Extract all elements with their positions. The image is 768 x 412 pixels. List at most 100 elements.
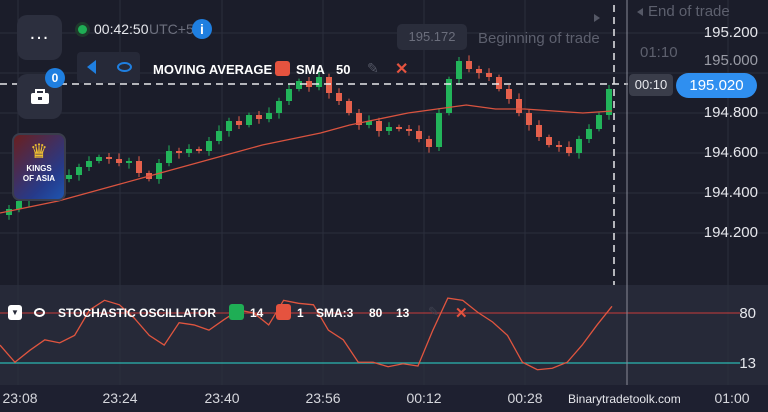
candle-up <box>456 61 462 79</box>
candle-up <box>216 131 222 141</box>
more-dots-icon: ... <box>29 22 50 44</box>
stoch-name: STOCHASTIC OSCILLATOR <box>58 306 217 320</box>
begin-trade-label: Beginning of trade <box>478 30 600 47</box>
more-menu-button[interactable]: ... <box>17 15 62 60</box>
price-label: 194.400 <box>703 184 758 201</box>
ma-period: 50 <box>336 62 351 77</box>
candle-down <box>476 69 482 73</box>
stoch-k: 14 <box>250 306 264 320</box>
candle-up <box>596 115 602 129</box>
candle-down <box>426 139 432 147</box>
candle-down <box>306 81 312 87</box>
collapse-arrow-icon[interactable] <box>87 60 96 74</box>
candle-down <box>176 151 182 153</box>
ma-color-swatch[interactable] <box>275 61 290 76</box>
time-label: 01:00 <box>714 390 750 406</box>
arrow-left-icon <box>637 8 643 16</box>
sma-line <box>0 104 613 214</box>
candle-down <box>106 157 112 159</box>
candle-down <box>136 161 142 173</box>
ma-name: MOVING AVERAGE <box>153 62 273 77</box>
candle-up <box>226 121 232 131</box>
eye-icon[interactable] <box>117 62 132 72</box>
candle-up <box>66 175 72 179</box>
candle-up <box>126 161 132 163</box>
arrow-right-icon <box>594 14 600 22</box>
trade-timer: 00:10 <box>629 74 673 96</box>
candle-down <box>356 113 362 125</box>
candle-up <box>86 161 92 167</box>
candle-down <box>566 147 572 153</box>
stoch-d: 1 <box>297 306 304 320</box>
candle-down <box>466 61 472 69</box>
candle-down <box>236 121 242 125</box>
info-icon[interactable]: i <box>192 19 212 39</box>
candle-down <box>486 73 492 77</box>
candle-down <box>536 125 542 137</box>
time-label: 23:56 <box>305 390 341 406</box>
candle-up <box>286 89 292 101</box>
oscillator-panel <box>0 285 768 385</box>
candle-up <box>586 129 592 139</box>
stoch-k-swatch[interactable] <box>229 304 244 320</box>
watermark: Binarytradetoolk.com <box>568 392 681 406</box>
time-label: 00:12 <box>406 390 442 406</box>
candle-up <box>246 115 252 125</box>
candle-up <box>76 167 82 175</box>
end-trade-label: End of trade <box>648 3 730 20</box>
stoch-level-label: 80 <box>739 305 756 322</box>
candle-down <box>416 131 422 139</box>
crown-icon: ♛ <box>30 141 48 163</box>
price-label: 194.600 <box>703 144 758 161</box>
stoch-level-label: 13 <box>739 355 756 372</box>
candle-down <box>496 77 502 89</box>
candle-up <box>276 101 282 113</box>
remove-oscillator-icon[interactable]: ✕ <box>455 305 468 322</box>
candle-up <box>576 139 582 153</box>
candle-down <box>506 89 512 99</box>
collapse-oscillator-icon[interactable]: ▼ <box>8 305 22 320</box>
time-label: 23:24 <box>102 390 138 406</box>
candle-up <box>606 89 612 115</box>
portfolio-badge: 0 <box>45 68 65 88</box>
stoch-upper: 80 <box>369 306 383 320</box>
candle-down <box>336 93 342 101</box>
price-label: 195.200 <box>703 24 758 41</box>
candle-up <box>316 77 322 87</box>
candle-up <box>446 79 452 113</box>
candle-down <box>396 127 402 129</box>
edit-pencil-icon[interactable]: ✎ <box>367 60 379 76</box>
candle-up <box>16 201 22 209</box>
candle-up <box>166 151 172 163</box>
candle-down <box>196 149 202 151</box>
time-axis-bar <box>0 385 768 412</box>
timezone: UTC+5 <box>149 21 194 37</box>
price-label: 195.000 <box>703 52 758 69</box>
stoch-sma: SMA:3 <box>316 306 354 320</box>
tournament-label: KINGS OF ASIA <box>22 164 56 183</box>
candle-up <box>366 121 372 125</box>
ma-type: SMA <box>296 62 325 77</box>
candle-down <box>256 115 262 119</box>
candle-up <box>186 149 192 153</box>
candle-down <box>516 99 522 113</box>
candle-up <box>96 157 102 161</box>
candle-down <box>346 101 352 113</box>
stoch-lower: 13 <box>396 306 410 320</box>
remove-indicator-icon[interactable]: ✕ <box>395 61 409 78</box>
status-dot <box>78 25 87 34</box>
candle-down <box>326 77 332 93</box>
current-price-tag: 195.020 <box>676 73 757 98</box>
candle-up <box>156 163 162 179</box>
eye-icon[interactable] <box>34 308 45 317</box>
price-label: 194.200 <box>703 224 758 241</box>
candle-down <box>556 145 562 147</box>
time-label: 00:28 <box>507 390 543 406</box>
edit-pencil-icon[interactable]: ✎ <box>428 304 439 319</box>
candle-up <box>266 113 272 119</box>
briefcase-icon <box>30 88 49 104</box>
stoch-d-swatch[interactable] <box>276 304 291 320</box>
tournament-banner[interactable]: ♛ KINGS OF ASIA <box>12 133 66 201</box>
candle-up <box>386 127 392 131</box>
